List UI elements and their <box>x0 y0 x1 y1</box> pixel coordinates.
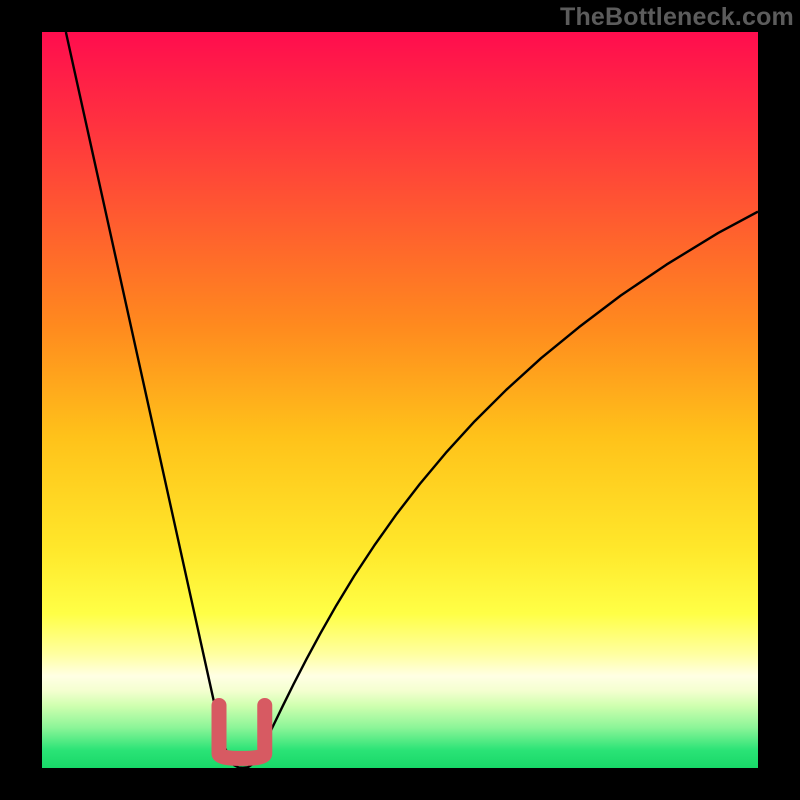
bottleneck-chart <box>0 0 800 800</box>
chart-frame: TheBottleneck.com <box>0 0 800 800</box>
watermark-text: TheBottleneck.com <box>560 3 794 32</box>
gradient-background <box>42 32 758 768</box>
